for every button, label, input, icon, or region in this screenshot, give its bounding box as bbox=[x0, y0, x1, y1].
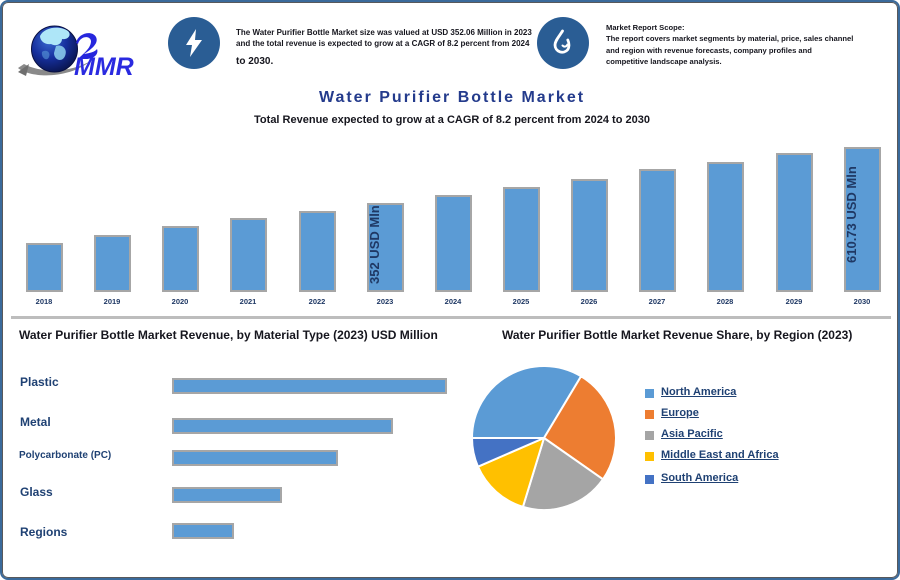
svg-text:MMR: MMR bbox=[74, 53, 134, 81]
